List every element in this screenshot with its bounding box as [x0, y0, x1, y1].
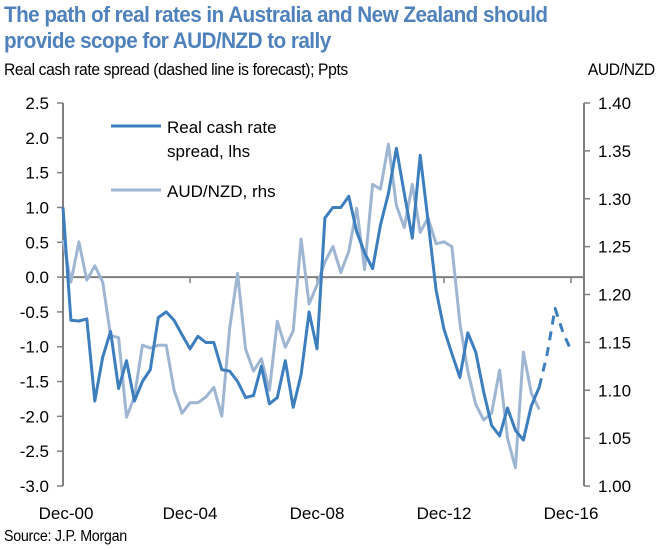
right-tick-label: 1.30: [598, 190, 631, 209]
chart-subtitle: Real cash rate spread (dashed line is fo…: [4, 60, 348, 79]
x-tick-label: Dec-12: [417, 504, 472, 523]
right-tick-label: 1.05: [598, 429, 631, 448]
left-tick-label: 0.0: [25, 268, 49, 287]
left-tick-label: -2.0: [20, 407, 49, 426]
left-tick-label: 0.5: [25, 233, 49, 252]
right-tick-label: 1.00: [598, 477, 631, 496]
legend-label-real-rate-line1: Real cash rate: [167, 118, 277, 137]
legend: Real cash rate spread, lhs AUD/NZD, rhs: [111, 118, 277, 201]
right-tick-label: 1.10: [598, 381, 631, 400]
right-tick-label: 1.25: [598, 238, 631, 257]
chart-title: The path of real rates in Australia and …: [4, 2, 611, 54]
legend-label-audnzd: AUD/NZD, rhs: [167, 182, 276, 201]
series-layer: [61, 142, 573, 470]
left-tick-label: -1.5: [20, 373, 49, 392]
series-line-audnzd: [61, 142, 541, 470]
legend-label-real-rate-line2: spread, lhs: [167, 142, 250, 161]
left-tick-label: -2.5: [20, 442, 49, 461]
x-tick-label: Dec-08: [290, 504, 345, 523]
left-tick-label: 1.0: [25, 198, 49, 217]
left-tick-label: 1.5: [25, 164, 49, 183]
x-tick-label: Dec-00: [39, 504, 94, 523]
chart-title-line2: provide scope for AUD/NZD to rally: [4, 28, 331, 53]
axes: 2.5 2.0 1.5 1.0 0.5 0.0 -0.5 -1.0 -1.5 -2.0 -2.5 -3…: [20, 94, 631, 523]
right-axis-title: AUD/NZD: [588, 60, 655, 79]
right-tick-label: 1.40: [598, 94, 631, 113]
x-tick-label: Dec-04: [163, 504, 218, 523]
right-tick-label: 1.15: [598, 333, 631, 352]
series-line-real-rate: [61, 146, 541, 442]
series-line-real-rate-forecast: [537, 306, 573, 388]
left-tick-label: -3.0: [20, 477, 49, 496]
chart-title-line1: The path of real rates in Australia and …: [4, 2, 548, 27]
left-tick-label: 2.0: [25, 129, 49, 148]
right-tick-label: 1.35: [598, 142, 631, 161]
right-tick-label: 1.20: [598, 286, 631, 305]
x-tick-label: Dec-16: [544, 504, 599, 523]
left-tick-label: 2.5: [25, 94, 49, 113]
left-tick-label: -0.5: [20, 303, 49, 322]
source-note: Source: J.P. Morgan: [4, 528, 127, 545]
left-tick-label: -1.0: [20, 338, 49, 357]
